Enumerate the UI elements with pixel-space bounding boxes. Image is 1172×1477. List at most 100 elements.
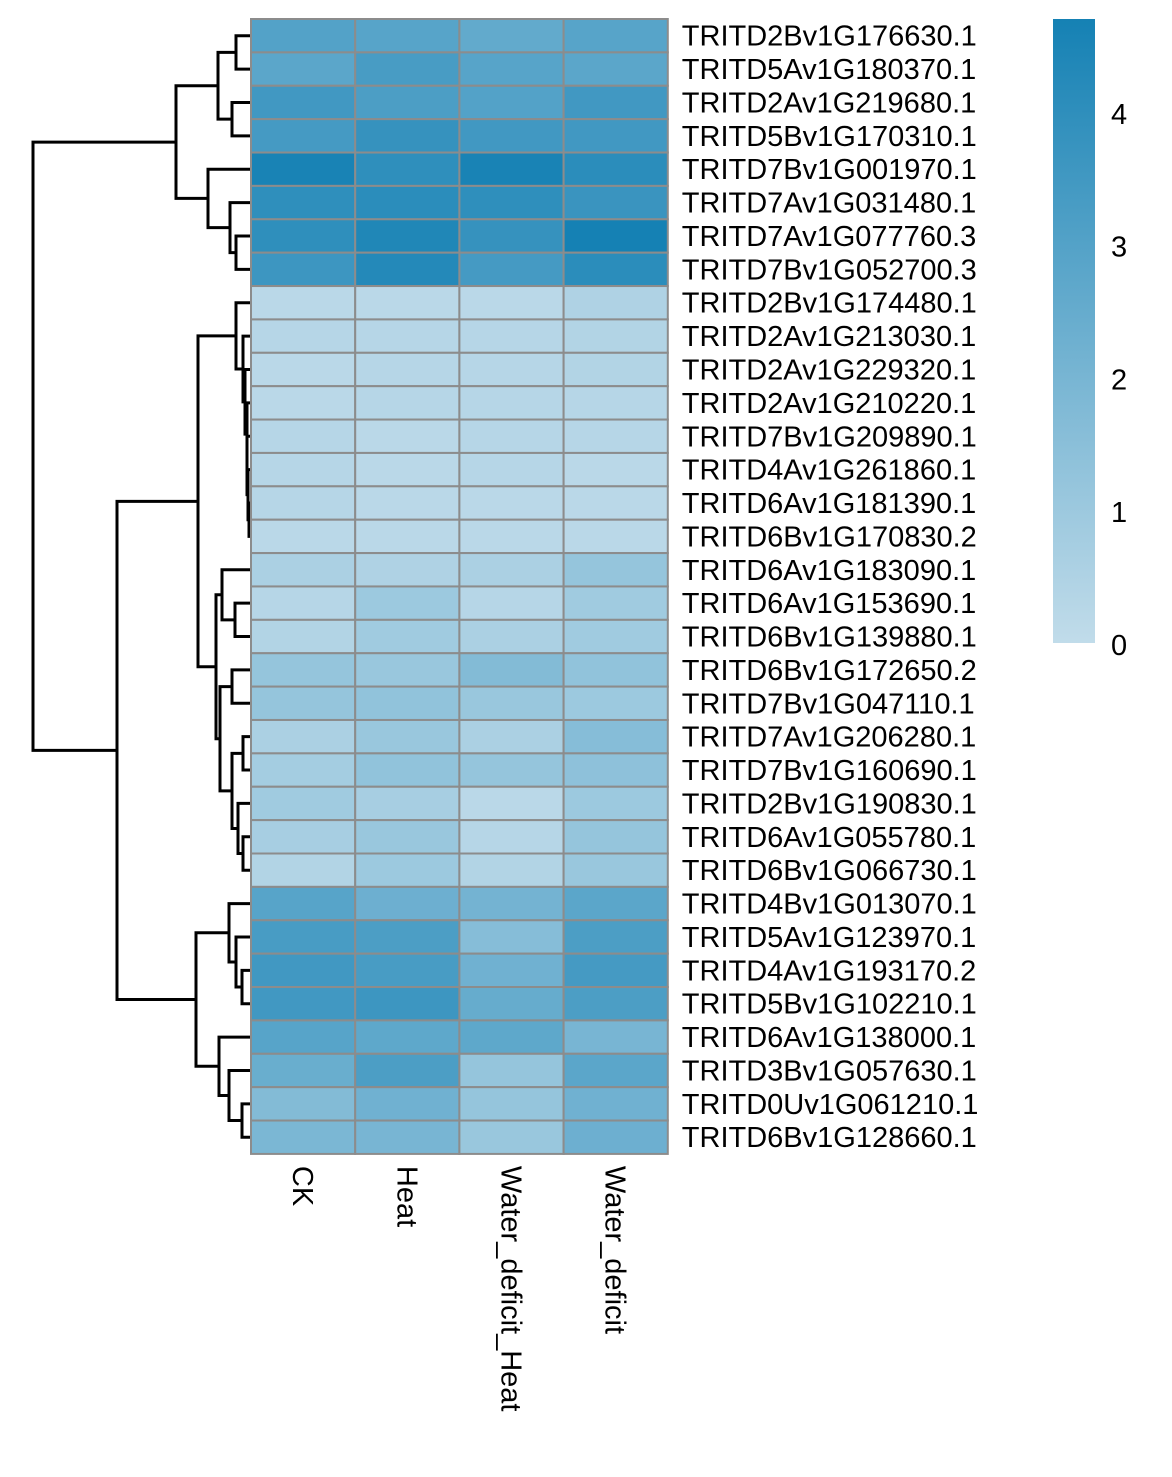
heatmap-cell bbox=[458, 752, 565, 788]
heatmap-cell bbox=[458, 852, 565, 888]
heatmap-cell bbox=[250, 285, 357, 321]
row-label: TRITD7Av1G031480.1 bbox=[682, 188, 976, 220]
heatmap-cell bbox=[354, 585, 461, 621]
colorbar-tick-label: 1 bbox=[1111, 497, 1127, 529]
row-label: TRITD7Bv1G047110.1 bbox=[682, 688, 975, 720]
heatmap-cell bbox=[250, 919, 357, 955]
heatmap-cell bbox=[562, 218, 669, 254]
dendrogram-branch bbox=[241, 835, 250, 872]
heatmap-cell bbox=[562, 986, 669, 1022]
row-label: TRITD5Av1G180370.1 bbox=[682, 54, 976, 86]
heatmap-cell bbox=[250, 618, 357, 655]
heatmap-cell bbox=[354, 952, 461, 989]
heatmap-cell bbox=[354, 685, 461, 721]
dendrogram-branch bbox=[245, 401, 250, 466]
heatmap-cell bbox=[458, 118, 565, 154]
row-label: TRITD6Av1G055780.1 bbox=[682, 822, 976, 854]
heatmap-cell bbox=[562, 251, 669, 288]
heatmap-cell bbox=[250, 318, 357, 354]
row-label: TRITD6Bv1G172650.2 bbox=[682, 655, 977, 687]
heatmap-cell bbox=[562, 685, 669, 721]
heatmap-cell bbox=[354, 852, 461, 888]
dendrogram-branch bbox=[31, 140, 176, 752]
row-label: TRITD2Bv1G190830.1 bbox=[682, 788, 977, 820]
heatmap-cell bbox=[250, 952, 357, 989]
heatmap-cell bbox=[458, 819, 565, 855]
row-label: TRITD6Bv1G128660.1 bbox=[682, 1122, 977, 1154]
heatmap-cell bbox=[250, 685, 357, 721]
row-label: TRITD2Bv1G174480.1 bbox=[682, 288, 977, 320]
heatmap-cell bbox=[562, 318, 669, 354]
heatmap-cell bbox=[458, 51, 565, 87]
heatmap-cell bbox=[458, 485, 565, 521]
dendrogram-branch bbox=[230, 668, 250, 705]
heatmap-cell bbox=[250, 652, 357, 688]
column-label: Heat bbox=[390, 1166, 422, 1227]
heatmap-cell bbox=[458, 1086, 565, 1122]
heatmap-cell bbox=[250, 785, 357, 822]
heatmap-cell bbox=[458, 285, 565, 321]
heatmap-cell bbox=[250, 885, 357, 922]
dendrogram-branch bbox=[174, 84, 218, 200]
heatmap-cell bbox=[458, 318, 565, 354]
column-label: CK bbox=[286, 1166, 318, 1207]
heatmap-cell bbox=[354, 819, 461, 855]
row-label: TRITD6Av1G181390.1 bbox=[682, 488, 976, 520]
dendrogram-branch bbox=[218, 685, 232, 793]
dendrogram-branch bbox=[194, 931, 229, 1068]
heatmap-cell bbox=[562, 852, 669, 888]
row-label: TRITD2Av1G210220.1 bbox=[682, 388, 976, 420]
heatmap-cell bbox=[458, 351, 565, 388]
heatmap-cell bbox=[562, 1119, 669, 1155]
heatmap-cell bbox=[250, 251, 357, 288]
heatmap-cell bbox=[458, 251, 565, 288]
column-label: Water_deficit bbox=[599, 1166, 631, 1334]
heatmap-cell bbox=[562, 919, 669, 955]
heatmap-cell bbox=[250, 1119, 357, 1155]
heatmap-cell bbox=[250, 118, 357, 154]
heatmap-cell bbox=[250, 351, 357, 388]
dendrogram-branch bbox=[241, 735, 250, 772]
heatmap-cell bbox=[458, 552, 565, 588]
column-label: Water_deficit_Heat bbox=[495, 1166, 527, 1412]
heatmap-cell bbox=[250, 1086, 357, 1122]
row-label: TRITD6Av1G153690.1 bbox=[682, 588, 976, 620]
heatmap-cell bbox=[562, 618, 669, 655]
heatmap-cell bbox=[562, 952, 669, 989]
heatmap-cell bbox=[458, 585, 565, 621]
row-label: TRITD4Bv1G013070.1 bbox=[682, 889, 977, 921]
heatmap-cell bbox=[250, 1052, 357, 1089]
row-label: TRITD6Av1G183090.1 bbox=[682, 555, 976, 587]
colorbar-tick-label: 0 bbox=[1111, 630, 1127, 662]
row-label: TRITD3Bv1G057630.1 bbox=[682, 1055, 977, 1087]
row-label: TRITD7Bv1G001970.1 bbox=[682, 154, 977, 186]
heatmap-cell bbox=[250, 218, 357, 254]
heatmap-cell bbox=[458, 652, 565, 688]
heatmap-cell bbox=[354, 1052, 461, 1089]
heatmap-cell bbox=[250, 485, 357, 521]
heatmap-cell bbox=[354, 652, 461, 688]
heatmap-cell bbox=[354, 752, 461, 788]
heatmap-cell bbox=[354, 351, 461, 388]
heatmap-cell bbox=[458, 785, 565, 822]
heatmap-cell bbox=[250, 986, 357, 1022]
heatmap-cell bbox=[562, 518, 669, 555]
heatmap-cell bbox=[354, 418, 461, 454]
heatmap-cell bbox=[562, 1052, 669, 1089]
heatmap-cell bbox=[250, 1019, 357, 1055]
heatmap-cell bbox=[250, 418, 357, 454]
heatmap-cell bbox=[458, 151, 565, 187]
heatmap-cell bbox=[458, 518, 565, 555]
heatmap-cell bbox=[250, 518, 357, 555]
row-label: TRITD5Bv1G170310.1 bbox=[682, 121, 977, 153]
row-label: TRITD4Av1G193170.2 bbox=[682, 955, 976, 987]
heatmap-cells bbox=[250, 18, 669, 1155]
heatmap-cell bbox=[354, 618, 461, 655]
dendrogram-branch bbox=[240, 1102, 250, 1139]
heatmap-cell bbox=[354, 1019, 461, 1055]
heatmap-cell bbox=[354, 1119, 461, 1155]
heatmap-cell bbox=[458, 952, 565, 989]
heatmap-cell bbox=[354, 218, 461, 254]
heatmap-cell bbox=[562, 118, 669, 154]
row-label: TRITD6Bv1G170830.2 bbox=[682, 521, 977, 553]
